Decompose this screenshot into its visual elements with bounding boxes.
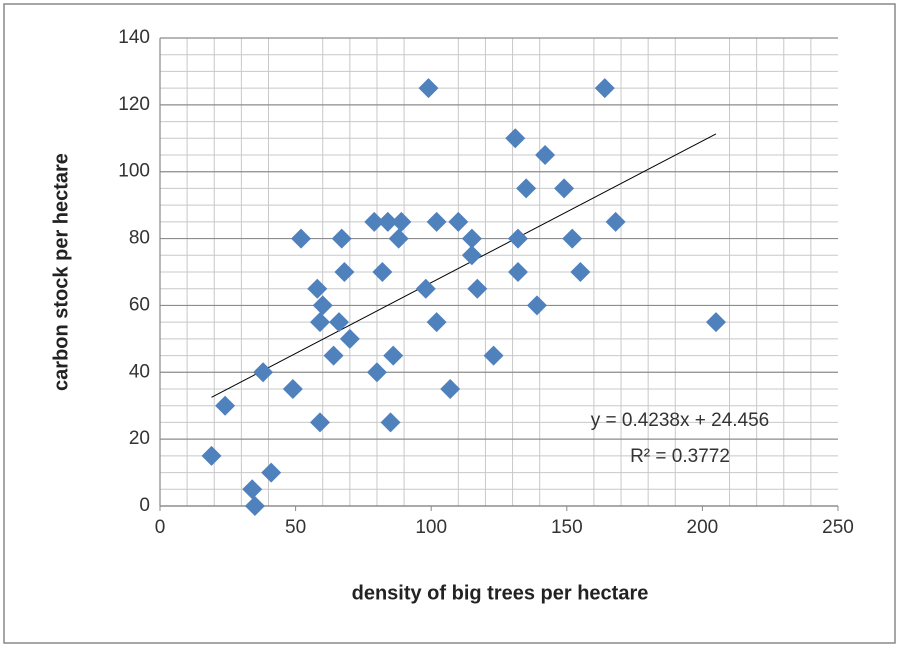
scatter-point xyxy=(554,178,575,199)
scatter-point xyxy=(244,496,265,516)
scatter-point xyxy=(483,345,504,366)
trendline xyxy=(211,133,717,398)
x-axis-title: density of big trees per hectare xyxy=(352,582,649,604)
scatter-point xyxy=(705,312,726,333)
x-tick-label: 50 xyxy=(285,517,306,538)
scatter-point xyxy=(594,78,615,99)
x-tick-label: 150 xyxy=(551,517,583,538)
scatter-point xyxy=(307,278,328,299)
scatter-point xyxy=(253,362,274,383)
chart-frame xyxy=(3,3,896,644)
scatter-point xyxy=(448,211,469,232)
scatter-point xyxy=(377,211,398,232)
scatter-point xyxy=(261,462,282,483)
scatter-point xyxy=(339,328,360,349)
scatter-point xyxy=(516,178,537,199)
scatter-point xyxy=(391,211,412,232)
scatter-point xyxy=(364,211,385,232)
scatter-point xyxy=(507,262,528,282)
scatter-point xyxy=(282,379,303,399)
scatter-point xyxy=(310,412,331,433)
y-tick-label: 80 xyxy=(129,228,150,249)
scatter-point xyxy=(380,412,401,433)
scatter-point xyxy=(388,228,409,249)
scatter-point xyxy=(426,312,447,333)
scatter-point xyxy=(372,262,393,282)
scatter-point xyxy=(415,278,436,299)
scatter-point xyxy=(310,312,331,333)
scatter-point xyxy=(331,228,352,249)
scatter-point xyxy=(201,445,222,466)
scatter-point xyxy=(461,228,482,249)
y-tick-label: 140 xyxy=(118,27,150,48)
scatter-point xyxy=(505,128,526,149)
y-tick-label: 60 xyxy=(129,294,150,315)
scatter-point xyxy=(562,228,583,249)
x-tick-label: 100 xyxy=(415,517,447,538)
scatter-point xyxy=(535,145,556,165)
x-tick-label: 250 xyxy=(822,517,854,538)
y-tick-label: 100 xyxy=(118,161,150,182)
y-tick-label: 20 xyxy=(129,428,150,449)
scatter-point xyxy=(312,295,333,316)
scatter-point xyxy=(526,295,547,316)
scatter-point xyxy=(291,228,312,249)
x-tick-label: 0 xyxy=(155,517,166,538)
scatter-point xyxy=(570,262,591,282)
y-axis-title: carbon stock per hectare xyxy=(50,153,72,391)
scatter-point xyxy=(461,245,482,266)
scatter-point xyxy=(440,379,461,399)
scatter-point xyxy=(242,479,263,500)
trendline-equation: y = 0.4238x + 24.456 xyxy=(591,410,770,431)
y-tick-label: 40 xyxy=(129,361,150,382)
x-tick-label: 200 xyxy=(687,517,719,538)
scatter-point xyxy=(334,262,355,282)
scatter-point xyxy=(605,211,626,232)
scatter-point xyxy=(467,278,488,299)
scatter-point xyxy=(323,345,344,366)
scatter-point xyxy=(328,312,349,333)
r-squared: R² = 0.3772 xyxy=(630,446,730,467)
y-tick-label: 0 xyxy=(139,495,150,516)
scatter-point xyxy=(215,395,236,416)
scatter-point xyxy=(383,345,404,366)
scatter-point xyxy=(418,78,439,99)
scatter-point xyxy=(366,362,387,383)
scatter-point xyxy=(507,228,528,249)
y-tick-label: 120 xyxy=(118,94,150,115)
scatter-point xyxy=(426,211,447,232)
